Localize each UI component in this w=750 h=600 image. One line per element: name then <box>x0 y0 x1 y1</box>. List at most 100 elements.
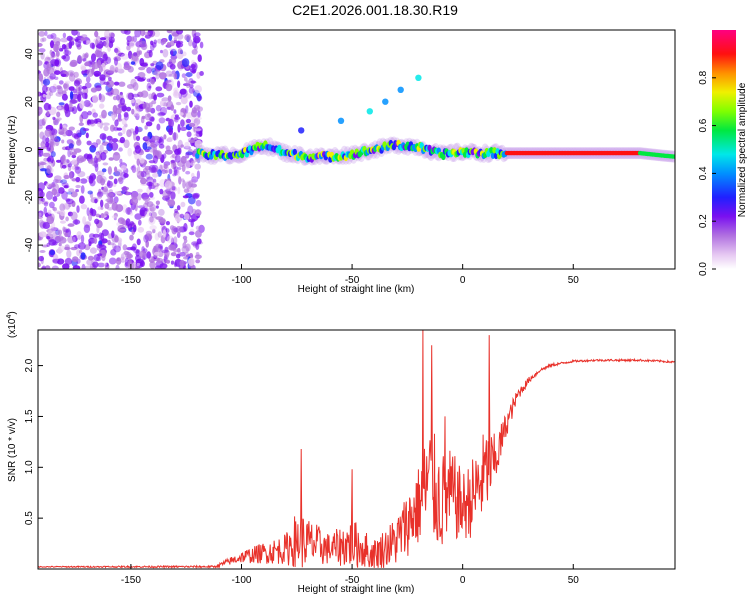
noise-blob <box>71 151 78 155</box>
noise-blob <box>94 49 101 58</box>
noise-blob <box>123 250 130 256</box>
noise-blob <box>175 225 183 234</box>
noise-blob <box>111 111 117 115</box>
noise-blob <box>80 234 85 244</box>
noise-blob <box>71 154 77 159</box>
noise-blob <box>99 74 106 81</box>
noise-blob <box>108 76 112 81</box>
noise-blob <box>38 70 42 74</box>
noise-blob <box>40 51 45 60</box>
noise-blob <box>152 135 160 141</box>
noise-blob <box>38 42 43 47</box>
noise-blob <box>68 40 73 49</box>
noise-blob <box>57 86 63 95</box>
noise-blob <box>63 184 70 189</box>
x-tick-label: 50 <box>568 275 580 286</box>
noise-blob <box>162 229 167 238</box>
noise-blob <box>185 105 189 114</box>
noise-blob <box>57 105 62 110</box>
noise-blob <box>52 258 60 264</box>
noise-blob <box>46 62 52 69</box>
noise-blob <box>176 205 181 211</box>
noise-blob <box>166 42 171 48</box>
y-tick-label: 1.5 <box>24 409 35 423</box>
noise-blob <box>127 92 134 101</box>
noise-blob <box>82 128 90 132</box>
noise-blob <box>61 93 68 101</box>
noise-blob <box>127 223 133 231</box>
noise-blob <box>62 263 70 269</box>
noise-blob <box>149 206 155 212</box>
noise-blob <box>167 136 173 143</box>
noise-blob <box>69 91 74 100</box>
noise-blob <box>180 126 187 131</box>
noise-blob <box>146 181 154 187</box>
noise-blob <box>81 263 86 269</box>
noise-blob <box>92 261 99 268</box>
tone-point <box>292 148 297 156</box>
noise-blob <box>64 48 69 57</box>
noise-blob <box>179 88 187 95</box>
noise-blob <box>46 165 52 175</box>
noise-blob <box>94 198 98 204</box>
noise-blob <box>99 37 107 41</box>
noise-blob <box>158 244 163 249</box>
tone-point <box>419 142 424 149</box>
noise-blob <box>188 139 196 143</box>
noise-blob <box>151 100 157 105</box>
noise-blob <box>97 253 103 257</box>
noise-blob <box>69 61 77 67</box>
noise-blob <box>102 122 110 126</box>
noise-blob <box>106 192 114 199</box>
noise-blob <box>113 245 121 253</box>
noise-blob <box>91 53 96 62</box>
noise-blob <box>173 236 178 245</box>
noise-blob <box>116 127 123 131</box>
noise-blob <box>175 253 181 259</box>
noise-blob <box>169 63 176 70</box>
noise-blob <box>64 244 70 250</box>
noise-blob <box>63 185 69 189</box>
noise-blob <box>170 252 177 257</box>
noise-blob <box>93 237 98 244</box>
noise-blob <box>124 30 131 35</box>
noise-blob <box>100 206 104 210</box>
noise-blob <box>181 164 186 173</box>
noise-blob <box>68 188 75 193</box>
noise-blob <box>38 199 42 205</box>
noise-blob <box>39 191 45 198</box>
noise-blob <box>153 182 157 186</box>
noise-blob <box>177 80 181 88</box>
noise-blob <box>132 224 137 233</box>
noise-blob <box>149 192 154 198</box>
noise-blob <box>84 62 90 67</box>
noise-blob <box>47 209 52 215</box>
figure-title: C2E1.2026.001.18.30.R19 <box>292 2 458 18</box>
noise-blob <box>113 196 119 204</box>
noise-blob <box>41 266 46 269</box>
noise-blob <box>135 102 139 111</box>
noise-blob <box>38 255 44 262</box>
noise-blob <box>196 170 200 179</box>
noise-blob <box>157 38 163 44</box>
noise-blob <box>127 147 132 157</box>
noise-blob <box>152 155 158 164</box>
noise-blob <box>143 234 149 243</box>
noise-blob <box>38 210 44 217</box>
noise-blob <box>91 157 98 167</box>
noise-blob <box>121 105 128 112</box>
noise-blob <box>67 223 75 227</box>
noise-blob <box>149 225 157 231</box>
noise-blob <box>94 30 99 38</box>
noise-blob <box>199 71 204 76</box>
noise-blob <box>114 235 119 243</box>
noise-blob <box>191 30 197 38</box>
noise-blob <box>126 92 133 100</box>
noise-blob <box>101 254 106 262</box>
noise-blob <box>160 49 163 54</box>
noise-blob <box>59 203 66 212</box>
noise-blob <box>107 166 112 175</box>
noise-blob <box>129 234 134 241</box>
noise-blob <box>150 40 154 46</box>
noise-blob <box>96 243 103 249</box>
